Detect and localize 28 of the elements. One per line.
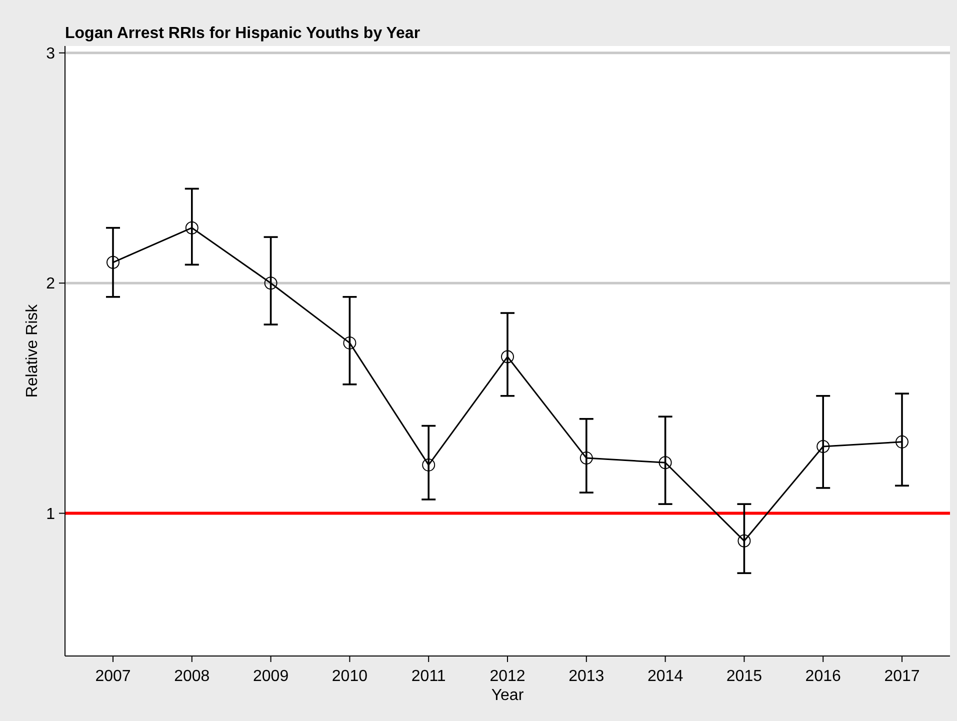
point <box>106 256 120 269</box>
y-tick-label: 1 <box>46 506 56 523</box>
y-axis-title: Relative Risk <box>24 303 41 398</box>
x-tick-label: 2016 <box>805 668 841 685</box>
x-tick-label: 2007 <box>95 668 131 685</box>
point <box>816 440 830 454</box>
chart-title: Logan Arrest RRIs for Hispanic Youths by Year <box>65 25 420 42</box>
x-tick-label: 2011 <box>411 668 446 685</box>
x-tick-label: 2015 <box>726 668 762 685</box>
x-axis-title: Year <box>491 687 524 704</box>
x-tick-label: 2013 <box>568 668 604 685</box>
y-tick-label: 2 <box>46 276 56 293</box>
point <box>264 276 278 290</box>
x-tick-label: 2017 <box>884 668 920 685</box>
point <box>185 221 198 234</box>
x-tick-label: 2012 <box>490 668 526 685</box>
point <box>343 336 356 350</box>
x-tick-label: 2008 <box>174 668 210 685</box>
x-tick-label: 2014 <box>648 668 684 685</box>
point <box>501 350 514 364</box>
point <box>658 456 672 470</box>
point <box>738 534 751 548</box>
point <box>896 435 908 448</box>
y-tick-label: 3 <box>46 46 56 63</box>
x-tick-label: 2010 <box>332 668 368 685</box>
point <box>422 458 436 472</box>
point <box>580 452 593 465</box>
x-tick-label: 2009 <box>253 668 289 685</box>
